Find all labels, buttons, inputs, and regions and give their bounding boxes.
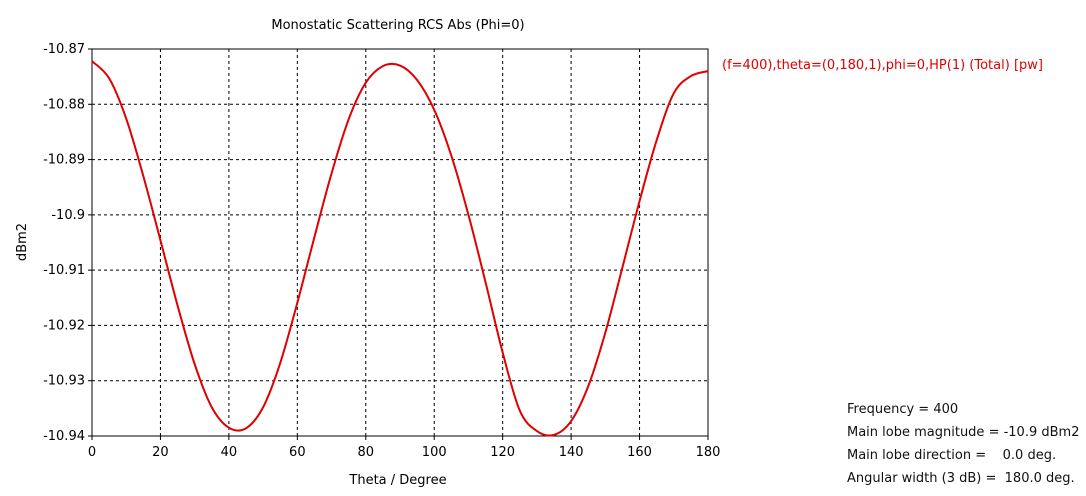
y-tick-label: -10.94 (43, 429, 85, 444)
x-tick-label: 60 (289, 445, 306, 460)
grid (92, 49, 708, 436)
series-layer (91, 60, 709, 437)
y-axis-label: dBm2 (15, 223, 30, 261)
x-tick-label: 40 (221, 445, 238, 460)
y-tick-label: -10.9 (51, 208, 85, 223)
frequency-text: Frequency = 400 (847, 402, 959, 417)
x-axis-ticks: 0 20 40 60 80 100 120 140 160 180 (88, 436, 721, 460)
x-tick-label: 140 (559, 445, 584, 460)
y-tick-label: -10.88 (43, 97, 85, 112)
legend-entry: (f=400),theta=(0,180,1),phi=0,HP(1) (Tot… (722, 58, 1043, 73)
x-axis-label: Theta / Degree (348, 473, 446, 488)
angular-width-text: Angular width (3 dB) = 180.0 deg. (847, 471, 1075, 486)
chart-title: Monostatic Scattering RCS Abs (Phi=0) (271, 18, 524, 33)
main-lobe-magnitude-text: Main lobe magnitude = -10.9 dBm2 (847, 425, 1080, 440)
x-tick-label: 160 (627, 445, 652, 460)
x-tick-label: 120 (490, 445, 515, 460)
plot-frame (91, 48, 709, 437)
y-tick-label: -10.93 (43, 374, 85, 389)
y-tick-label: -10.92 (43, 318, 85, 333)
x-tick-label: 80 (358, 445, 375, 460)
y-axis-ticks: -10.87 -10.88 -10.89 -10.9 -10.91 -10.92 -10.9… (43, 42, 92, 444)
y-tick-label: -10.87 (43, 42, 85, 57)
y-tick-label: -10.89 (43, 153, 85, 168)
series-line (91, 60, 709, 437)
x-tick-label: 0 (88, 445, 96, 460)
y-tick-label: -10.91 (43, 263, 85, 278)
main-lobe-direction-text: Main lobe direction = 0.0 deg. (847, 448, 1057, 463)
x-tick-label: 100 (422, 445, 447, 460)
info-panel: Frequency = 400 Main lobe magnitude = -1… (847, 398, 1079, 490)
x-tick-label: 180 (696, 445, 721, 460)
x-tick-label: 20 (152, 445, 169, 460)
